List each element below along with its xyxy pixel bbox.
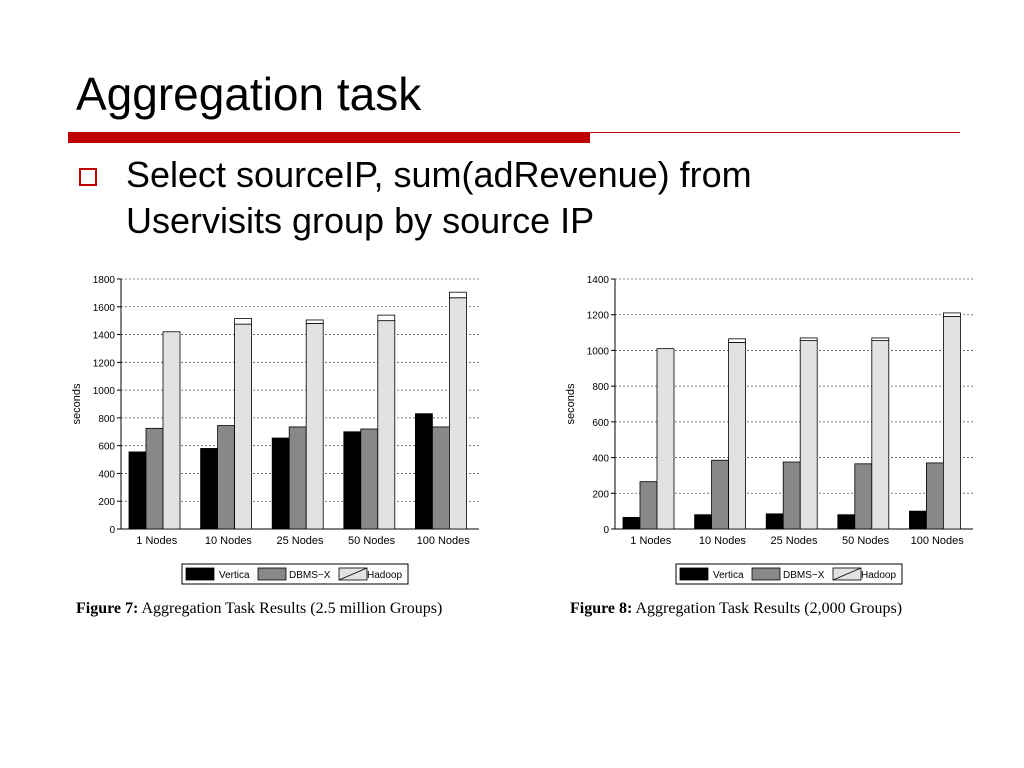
fig8-y-tick-label: 200: [592, 489, 609, 500]
fig7-bar-hadoop: [305, 323, 324, 530]
fig7-y-tick-label: 800: [98, 414, 115, 425]
fig7-legend-label: Vertica: [219, 570, 250, 581]
fig8-y-axis-label: seconds: [565, 383, 577, 424]
fig8-bar-cap: [942, 312, 961, 317]
fig7-bar-cap: [377, 314, 396, 322]
fig7-category-label: 100 Nodes: [417, 535, 471, 547]
fig8-y-tick-label: 1000: [587, 346, 610, 357]
fig8-bar-hadoop: [871, 340, 890, 530]
figure-7-caption-number: Figure 7:: [76, 600, 139, 617]
figure-8: 0 200 400 600 800 1000 1200 1400 seconds 1 Nodes 1…: [560, 262, 990, 632]
fig7-bar-cap: [234, 318, 253, 325]
fig7-bar-vertica: [343, 431, 362, 530]
fig7-y-axis-label: seconds: [71, 383, 83, 424]
fig8-bar-dbmsx: [711, 459, 730, 530]
bullet-line-1: Select sourceIP, sum(adRevenue) from: [126, 154, 752, 195]
fig7-bar-dbmsx: [360, 428, 379, 530]
title-underline-thin: [590, 132, 960, 133]
fig8-category-label: 25 Nodes: [770, 535, 818, 547]
fig8-legend-swatch: [751, 567, 781, 581]
fig7-bar-dbmsx: [217, 425, 236, 530]
title-underline-thick: [68, 132, 590, 143]
figure-7-caption-text: Aggregation Task Results (2.5 million Gr…: [141, 600, 443, 617]
fig7-bar-dbmsx: [288, 426, 307, 530]
fig8-bar-dbmsx: [854, 463, 873, 530]
fig7-legend-hatch: [338, 567, 368, 581]
fig7-bar-cap: [448, 291, 467, 299]
fig7-y-tick-label: 600: [98, 442, 115, 453]
fig8-y-tick-label: 1400: [587, 275, 610, 286]
fig7-bar-dbmsx: [145, 427, 164, 530]
fig8-category-label: 50 Nodes: [842, 535, 890, 547]
fig7-bar-vertica: [128, 451, 147, 530]
fig8-bar-hadoop: [656, 348, 675, 530]
fig8-y-tick-label: 400: [592, 454, 609, 465]
figure-8-caption-text: Aggregation Task Results (2,000 Groups): [635, 600, 903, 617]
bullet-text: Select sourceIP, sum(adRevenue) from User…: [126, 152, 752, 244]
fig7-legend-swatch: [257, 567, 287, 581]
figure-8-caption-number: Figure 8:: [570, 600, 633, 617]
fig8-bar-cap: [799, 337, 818, 342]
fig7-category-label: 25 Nodes: [276, 535, 324, 547]
fig8-bar-hadoop: [728, 341, 747, 530]
fig7-y-tick-label: 1400: [93, 331, 116, 342]
fig8-legend-label: Hadoop: [861, 570, 896, 581]
fig7-bar-dbmsx: [431, 426, 450, 530]
fig8-bar-vertica: [837, 514, 856, 530]
square-bullet-icon: [79, 168, 97, 186]
figure-7: 0 200 400 600 800 1000 1200 1400 1600 1800 seconds…: [66, 262, 496, 632]
fig7-bar-hadoop: [162, 331, 181, 530]
fig7-bar-hadoop: [448, 297, 467, 530]
fig7-bar-hadoop: [234, 323, 253, 530]
fig7-category-label: 50 Nodes: [348, 535, 396, 547]
fig8-y-tick-label: 0: [603, 525, 609, 536]
fig7-category-label: 10 Nodes: [205, 535, 253, 547]
fig8-bar-vertica: [694, 514, 713, 530]
fig8-bar-cap: [728, 338, 747, 343]
fig7-y-tick-label: 1600: [93, 303, 116, 314]
fig8-category-label: 10 Nodes: [699, 535, 747, 547]
figure-8-chart: 0 200 400 600 800 1000 1200 1400 seconds 1 Nodes 1…: [565, 275, 973, 585]
fig8-bar-dbmsx: [782, 461, 801, 530]
fig7-bar-vertica: [200, 448, 219, 530]
figure-8-caption: Figure 8: Aggregation Task Results (2,00…: [570, 599, 902, 619]
fig8-bar-vertica: [622, 516, 641, 530]
fig8-bar-hadoop: [942, 316, 961, 530]
fig8-category-label: 1 Nodes: [630, 535, 671, 547]
fig8-y-tick-label: 600: [592, 418, 609, 429]
fig7-bar-cap: [305, 319, 324, 324]
fig7-legend-label: DBMS−X: [289, 570, 331, 581]
fig8-bar-dbmsx: [639, 481, 658, 530]
fig7-bar-hadoop: [377, 320, 396, 530]
fig8-bar-hadoop: [799, 340, 818, 530]
fig7-y-tick-label: 200: [98, 497, 115, 508]
fig7-y-tick-label: 1200: [93, 358, 116, 369]
slide-title: Aggregation task: [76, 68, 422, 120]
fig8-legend-label: DBMS−X: [783, 570, 825, 581]
figure-7-caption: Figure 7: Aggregation Task Results (2.5 …: [76, 599, 442, 619]
fig8-bar-cap: [871, 337, 890, 342]
fig7-y-tick-label: 0: [109, 525, 115, 536]
fig8-legend-swatch: [679, 567, 709, 581]
fig7-legend-label: Hadoop: [367, 570, 402, 581]
fig8-category-label: 100 Nodes: [911, 535, 965, 547]
fig8-legend-hatch: [832, 567, 862, 581]
fig7-y-tick-label: 1800: [93, 275, 116, 286]
bullet-line-2: Uservisits group by source IP: [126, 200, 595, 241]
fig7-y-tick-label: 1000: [93, 386, 116, 397]
figure-7-chart: 0 200 400 600 800 1000 1200 1400 1600 1800 seconds…: [71, 275, 479, 585]
fig7-bar-vertica: [414, 413, 433, 530]
fig8-legend-label: Vertica: [713, 570, 744, 581]
fig7-bar-vertica: [271, 437, 290, 530]
fig8-bar-vertica: [908, 510, 927, 530]
fig8-bar-vertica: [765, 513, 784, 530]
fig7-y-tick-label: 400: [98, 469, 115, 480]
fig7-category-label: 1 Nodes: [136, 535, 177, 547]
fig8-y-tick-label: 800: [592, 382, 609, 393]
fig8-bar-dbmsx: [925, 462, 944, 530]
fig8-y-tick-label: 1200: [587, 311, 610, 322]
fig7-legend-swatch: [185, 567, 215, 581]
